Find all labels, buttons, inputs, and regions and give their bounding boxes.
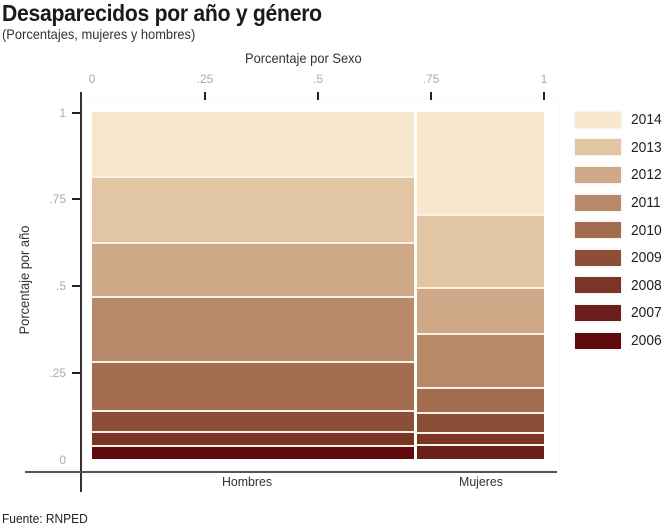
legend-label: 2011: [631, 194, 661, 212]
legend-item: 2010: [575, 216, 664, 244]
y-axis-line: [80, 92, 82, 492]
legend-item: 2013: [575, 134, 664, 162]
mosaic-segment-2013: [417, 216, 544, 289]
mosaic-column-hombres: [92, 112, 414, 459]
mosaic-segment-2013: [92, 177, 414, 244]
legend-item: 2012: [575, 161, 664, 189]
legend-label: 2006: [631, 332, 662, 350]
legend-item: 2007: [575, 299, 664, 327]
category-label-mujeres: Mujeres: [459, 474, 503, 489]
x-tick-label: 1: [540, 72, 548, 86]
mosaic-segment-2012: [92, 243, 414, 299]
mosaic-segment-2010: [92, 362, 414, 413]
mosaic-segment-2007: [417, 445, 544, 459]
legend-swatch: [575, 249, 621, 266]
y-tick-label: 1: [59, 106, 66, 120]
legend-swatch: [575, 111, 621, 128]
mosaic-segment-2008: [92, 433, 414, 448]
chart-title: Desaparecidos por año y género: [2, 0, 322, 26]
mosaic-segment-2011: [417, 335, 544, 389]
legend-label: 2012: [631, 166, 662, 184]
y-tick-mark: [72, 112, 81, 114]
legend-swatch: [575, 222, 621, 239]
legend-item: 2008: [575, 272, 664, 300]
x-tick-label: .75: [422, 72, 440, 86]
legend-item: 2014: [575, 106, 664, 134]
y-tick-label: .25: [49, 366, 66, 380]
y-tick-label: 0: [59, 453, 66, 467]
x-tick-mark: [317, 92, 319, 100]
y-tick-label: .5: [55, 279, 66, 293]
mosaic-segment-2014: [417, 112, 544, 217]
mosaic-segment-2014: [92, 112, 414, 178]
x-tick-mark: [204, 92, 206, 100]
x-axis-line: [25, 471, 557, 473]
x-axis-title: Porcentaje por Sexo: [245, 50, 362, 66]
y-tick-mark: [72, 372, 81, 374]
legend-label: 2010: [631, 221, 662, 239]
mosaic-segment-2009: [417, 413, 544, 434]
x-tick-mark: [543, 92, 545, 100]
y-axis-title: Porcentaje por año: [16, 225, 32, 335]
legend-swatch: [575, 194, 621, 211]
source-note: Fuente: RNPED: [2, 511, 88, 526]
legend-swatch: [575, 139, 621, 156]
mosaic-column-mujeres: [417, 112, 544, 459]
legend-swatch: [575, 332, 621, 349]
x-tick-label: 0: [88, 72, 96, 86]
legend-swatch: [575, 166, 621, 183]
mosaic-segment-2012: [417, 288, 544, 336]
legend-label: 2009: [631, 249, 662, 267]
y-tick-mark: [72, 285, 81, 287]
mosaic-segment-2006: [92, 447, 414, 459]
legend-label: 2008: [631, 276, 662, 294]
y-tick-mark: [72, 198, 81, 200]
legend-label: 2007: [631, 304, 662, 322]
legend: 2014 2013 2012 2011 2010 2009 2008 2007 …: [575, 106, 664, 354]
legend-label: 2014: [631, 111, 662, 129]
mosaic-segment-2011: [92, 298, 414, 363]
x-tick-label: .25: [196, 72, 214, 86]
legend-item: 2009: [575, 244, 664, 272]
legend-item: 2011: [575, 189, 664, 217]
y-tick-label: .75: [49, 192, 66, 206]
category-label-hombres: Hombres: [221, 474, 273, 489]
chart-subtitle: (Porcentajes, mujeres y hombres): [2, 26, 196, 42]
x-tick-label: .5: [312, 72, 324, 86]
mosaic-segment-2008: [417, 433, 544, 446]
legend-label: 2013: [631, 138, 662, 156]
legend-item: 2006: [575, 327, 664, 355]
x-tick-mark: [430, 92, 432, 100]
mosaic-segment-2010: [417, 388, 544, 414]
legend-swatch: [575, 304, 621, 321]
mosaic-segment-2009: [92, 412, 414, 434]
legend-swatch: [575, 277, 621, 294]
